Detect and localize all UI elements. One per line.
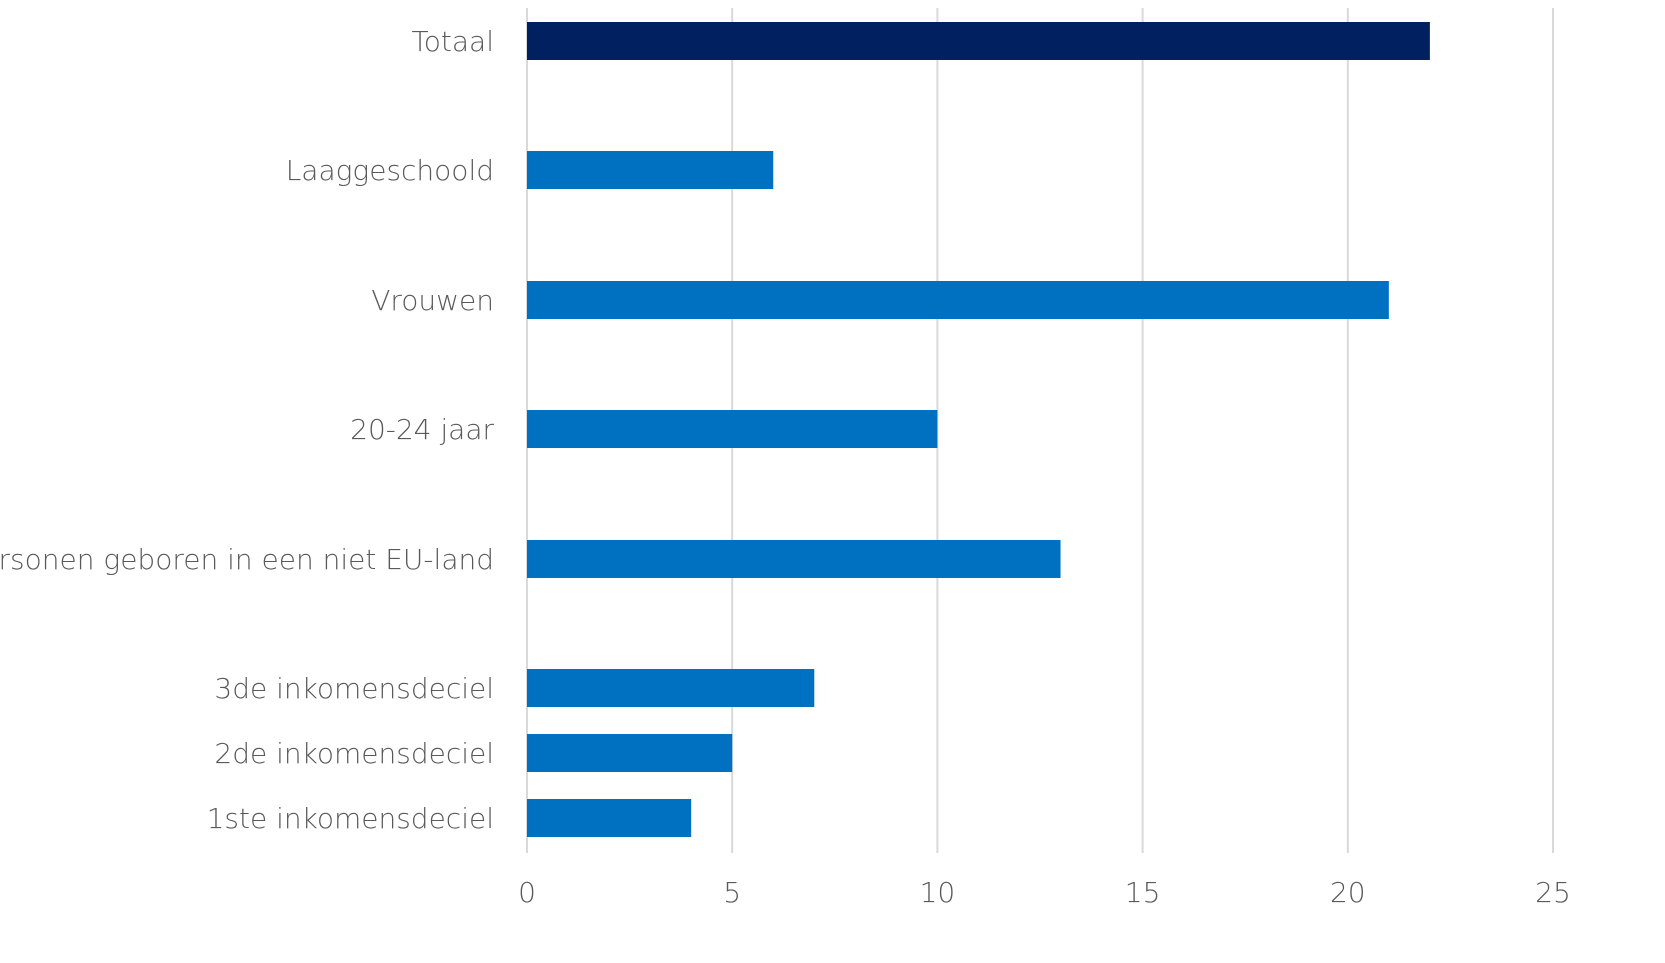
x-tick-label: 15 [1125, 876, 1161, 909]
category-label: Laaggeschoold [286, 154, 494, 187]
category-label: 3de inkomensdeciel [214, 672, 494, 705]
bar-2 [527, 281, 1389, 319]
category-label: 1ste inkomensdeciel [207, 802, 494, 835]
category-label: Personen geboren in een niet EU-land [0, 543, 494, 576]
x-tick-labels: 0 5 10 15 20 25 [518, 876, 1571, 909]
category-label: 20-24 jaar [350, 413, 494, 446]
bars [527, 22, 1430, 837]
x-tick-label: 10 [920, 876, 956, 909]
category-label: Vrouwen [371, 284, 494, 317]
x-tick-label: 25 [1535, 876, 1571, 909]
category-label: 2de inkomensdeciel [214, 737, 494, 770]
x-tick-label: 0 [518, 876, 536, 909]
bar-0 [527, 22, 1430, 60]
x-tick-label: 20 [1330, 876, 1366, 909]
bar-3 [527, 410, 938, 448]
bar-6 [527, 734, 733, 772]
category-labels: Totaal Laaggeschoold Vrouwen 20-24 jaar Pers… [0, 25, 494, 835]
category-label: Totaal [411, 25, 494, 58]
bar-1 [527, 151, 774, 189]
x-tick-label: 5 [723, 876, 741, 909]
bar-4 [527, 540, 1061, 578]
bar-5 [527, 669, 815, 707]
bar-7 [527, 799, 692, 837]
